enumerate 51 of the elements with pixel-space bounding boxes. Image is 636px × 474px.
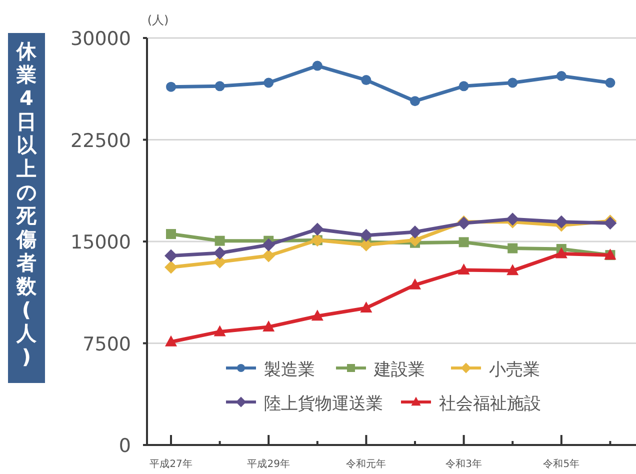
point xyxy=(508,78,518,88)
point xyxy=(360,301,372,312)
legend-label: 社会福祉施設 xyxy=(439,394,541,414)
point xyxy=(262,238,276,252)
point xyxy=(214,325,226,336)
point xyxy=(214,81,225,92)
text: 休業4日以上の死傷者数(人) xyxy=(16,39,36,368)
point xyxy=(166,229,176,240)
point xyxy=(555,247,568,258)
point xyxy=(361,75,372,86)
point xyxy=(262,320,275,332)
x-tick-label: 平成27年 xyxy=(150,458,192,470)
point xyxy=(458,81,469,92)
point xyxy=(409,278,421,290)
y-tick-label: 15000 xyxy=(70,232,131,254)
point xyxy=(165,335,177,346)
legend-label: 製造業 xyxy=(264,360,315,380)
point xyxy=(164,249,178,262)
point xyxy=(506,264,519,276)
x-tick-label: 令和5年 xyxy=(543,458,580,470)
point xyxy=(408,226,422,239)
point xyxy=(410,96,420,106)
point xyxy=(508,243,518,254)
point xyxy=(506,212,520,226)
y-tick-label: 0 xyxy=(118,435,131,457)
point xyxy=(213,246,226,260)
legend-label: 小売業 xyxy=(489,360,540,380)
point xyxy=(164,260,178,274)
text: (人) xyxy=(147,13,169,27)
point xyxy=(310,222,324,236)
point xyxy=(360,228,373,242)
point xyxy=(262,249,276,262)
y-tick-label: 7500 xyxy=(82,333,131,356)
x-tick-label: 令和元年 xyxy=(346,458,386,470)
point xyxy=(166,82,176,92)
point xyxy=(360,238,373,252)
x-tick-label: 令和3年 xyxy=(446,458,482,470)
point xyxy=(312,60,322,71)
legend-label: 建設業 xyxy=(373,360,425,380)
y-tick-label: 22500 xyxy=(70,130,131,152)
y-tick-label: 30000 xyxy=(70,28,131,50)
point xyxy=(264,78,274,88)
point xyxy=(556,70,566,81)
point xyxy=(458,237,469,248)
point xyxy=(214,236,225,246)
point xyxy=(605,78,616,88)
x-tick-label: 平成29年 xyxy=(247,458,290,470)
point xyxy=(458,263,470,274)
point xyxy=(554,215,568,228)
legend-label: 陸上貨物運送業 xyxy=(264,394,383,414)
point xyxy=(311,310,324,321)
